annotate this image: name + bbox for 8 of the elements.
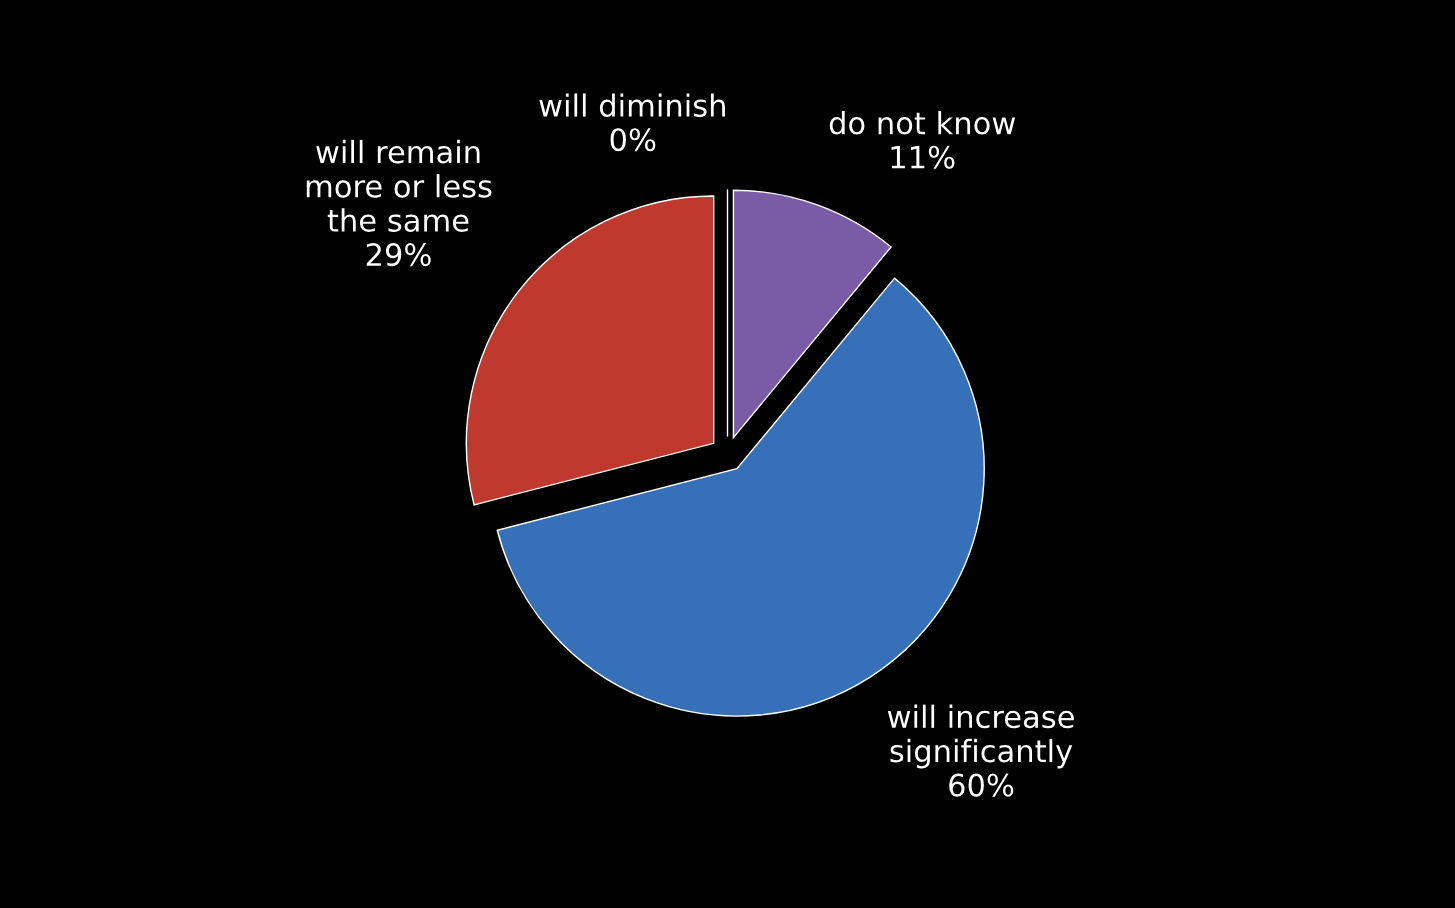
text: 0% bbox=[610, 128, 656, 152]
slice-label: do not know bbox=[829, 110, 1016, 135]
category-label: will diminish bbox=[539, 93, 725, 118]
slice-label: will increase significantly bbox=[887, 704, 1074, 769]
slice-label: will remain more or less the same bbox=[306, 139, 492, 232]
data-label: 11% bbox=[891, 145, 955, 169]
data-label: 29% bbox=[366, 243, 431, 267]
data-label: 60% bbox=[949, 773, 1014, 797]
